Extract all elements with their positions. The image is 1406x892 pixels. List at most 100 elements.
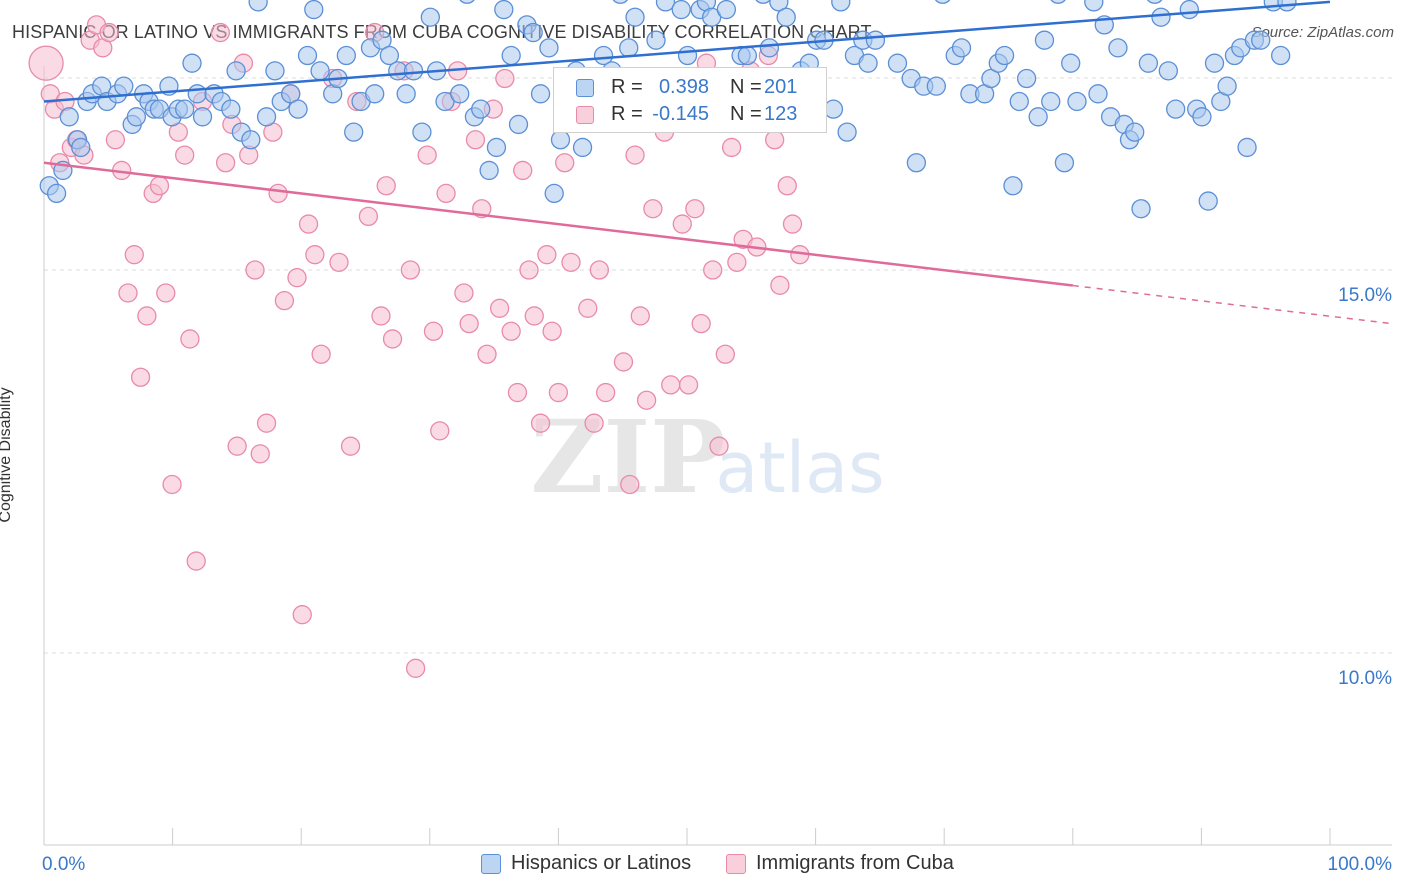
hispanic-point <box>1016 68 1037 89</box>
legend-r-label: R = <box>611 103 643 125</box>
hispanic-point <box>671 0 691 20</box>
hispanic-point <box>450 84 470 104</box>
cuba-point <box>561 252 581 272</box>
cuba-point <box>459 313 479 334</box>
cuba-point <box>245 260 265 280</box>
hispanic-point <box>1146 0 1163 4</box>
cuba-point <box>495 68 515 89</box>
correlation-legend: R = 0.398 N = 201 R = -0.145 N = 123 <box>553 67 827 133</box>
cuba-point <box>250 444 270 464</box>
series-hispanics-or-latinos <box>39 0 1297 219</box>
cuba-point <box>454 283 474 303</box>
cuba-point <box>371 306 391 326</box>
hispanic-point <box>1003 176 1023 196</box>
hispanic-point <box>1061 53 1081 73</box>
cuba-point <box>542 321 562 341</box>
hispanic-point <box>336 45 356 66</box>
hispanic-point <box>501 45 521 66</box>
cuba-point <box>678 375 699 395</box>
cuba-point <box>477 344 497 364</box>
cuba-point <box>620 474 640 495</box>
hispanic-point <box>459 0 475 4</box>
hispanic-point <box>646 30 666 50</box>
hispanic-point <box>412 122 432 142</box>
cuba-point <box>417 145 437 165</box>
hispanic-point <box>1192 107 1212 127</box>
cuba-point <box>555 153 575 173</box>
legend-n-label: N = <box>730 103 762 125</box>
hispanic-point <box>994 45 1015 66</box>
bottom-legend-swatch-blue <box>481 854 501 874</box>
hispanic-point <box>281 84 301 104</box>
cuba-point <box>149 176 170 196</box>
hispanic-point <box>1050 0 1066 4</box>
hispanic-point <box>175 99 195 119</box>
cuba-point <box>210 22 231 43</box>
legend-n-value: 123 <box>764 103 798 125</box>
hispanic-point <box>221 99 241 119</box>
y-tick-label: 10.0% <box>1338 668 1392 689</box>
hispanic-point <box>530 84 551 104</box>
trend-lines <box>43 0 1393 325</box>
hispanic-point <box>494 0 514 20</box>
hispanic-point <box>187 84 207 104</box>
cuba-point <box>405 658 426 678</box>
hispanic-point <box>297 45 318 66</box>
hispanic-point <box>776 7 796 27</box>
hispanic-point <box>865 30 886 50</box>
hispanic-point <box>71 137 91 158</box>
hispanic-trend-line <box>43 0 1331 103</box>
hispanic-point <box>1108 38 1128 58</box>
cuba-point <box>721 137 742 158</box>
hispanic-point <box>1054 153 1075 173</box>
hispanic-point <box>1217 76 1237 96</box>
cuba-point <box>489 298 510 318</box>
hispanic-point <box>479 160 499 181</box>
bottom-legend-swatch-pink <box>726 854 746 874</box>
cuba-point <box>137 306 157 326</box>
cuba-point <box>595 382 616 403</box>
cuba-point <box>180 329 200 349</box>
hispanic-point <box>655 0 676 12</box>
hispanic-point <box>1179 0 1199 20</box>
cuba-point <box>613 352 634 372</box>
cuba-point <box>507 382 528 403</box>
cuba-point <box>215 153 236 173</box>
legend-r-label: R = <box>611 76 643 98</box>
hispanic-point <box>1009 91 1029 112</box>
cuba-point <box>578 298 598 318</box>
hispanic-point <box>625 7 645 27</box>
hispanic-point <box>1131 199 1151 219</box>
cuba-point <box>709 436 729 456</box>
hispanic-point <box>304 0 324 20</box>
cuba-point <box>292 605 312 625</box>
hispanic-point <box>1138 53 1159 73</box>
hispanic-point <box>486 137 507 158</box>
cuba-trend-line-projection <box>1072 284 1393 325</box>
hispanic-point <box>126 107 147 127</box>
bottom-legend-label: Hispanics or Latinos <box>511 852 692 874</box>
cuba-point <box>311 344 331 364</box>
hispanic-point <box>1034 30 1055 50</box>
cuba-point <box>376 176 396 196</box>
cuba-point <box>524 306 544 326</box>
hispanic-point <box>906 153 927 173</box>
cuba-point <box>584 413 604 433</box>
legend-r-value: -0.145 <box>652 103 709 125</box>
cuba-point <box>358 206 379 227</box>
cuba-trend-line <box>43 161 1073 287</box>
cuba-point <box>99 22 119 43</box>
hispanic-point <box>471 99 491 119</box>
legend-row-hispanics: R = 0.398 N = 201 <box>554 74 826 102</box>
hispanic-point <box>1028 107 1048 127</box>
hispanic-point <box>612 0 629 4</box>
hispanic-point <box>716 0 737 20</box>
cuba-point <box>770 275 790 295</box>
hispanic-point <box>396 84 416 104</box>
hispanic-point <box>256 107 277 127</box>
cuba-point <box>513 160 533 181</box>
hispanic-point <box>1088 84 1108 104</box>
cuba-point <box>340 436 361 456</box>
hispanic-point <box>310 61 330 81</box>
hispanic-point <box>372 30 392 50</box>
